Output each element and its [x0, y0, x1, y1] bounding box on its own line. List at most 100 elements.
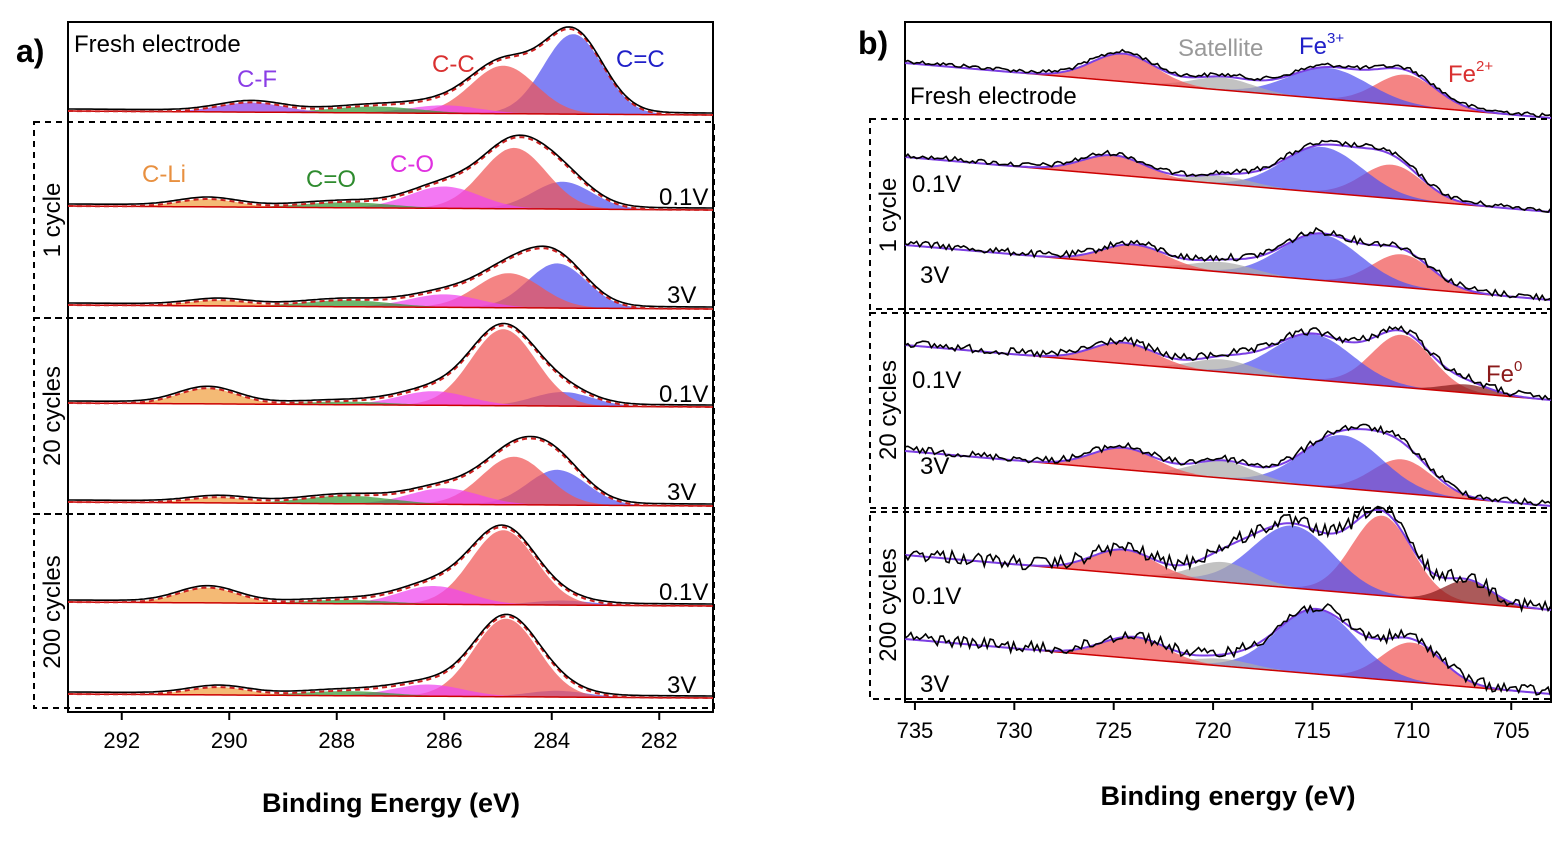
- fresh-electrode-label: Fresh electrode: [910, 83, 1077, 110]
- component-peak-c-o: [68, 684, 713, 698]
- panel-b-x-axis: 735 730 725 720 715 710 705: [897, 702, 1530, 743]
- group-box-200-cycles: [869, 511, 1552, 700]
- x-tick-label: 720: [1195, 718, 1232, 743]
- group-box-20-cycles: [33, 317, 715, 515]
- panel-a-label: a): [16, 33, 44, 69]
- x-tick-label: 282: [641, 728, 678, 753]
- voltage-label: 3V: [920, 671, 949, 698]
- component-peak-c-li: [68, 199, 713, 210]
- group-label-1-cycle: 1 cycle: [875, 178, 902, 253]
- x-tick-label: 284: [533, 728, 570, 753]
- component-peak-fe3-: [905, 146, 1551, 212]
- component-peak-fe3-: [905, 234, 1551, 300]
- spectrum-line: [68, 245, 713, 308]
- voltage-label: 3V: [667, 479, 696, 506]
- spectrum-1: [904, 139, 1552, 213]
- component-peak-c-c: [68, 530, 713, 606]
- group-label-20-cycles: 20 cycles: [875, 360, 902, 460]
- panel-b-label: b): [858, 25, 888, 61]
- spectrum-line: [904, 226, 1552, 302]
- x-tick-label: 710: [1394, 718, 1431, 743]
- voltage-label: 0.1V: [912, 171, 961, 198]
- background-line: [68, 402, 713, 408]
- component-label-c-eq-c: C=C: [616, 46, 665, 73]
- component-label-fe3: Fe3+: [1299, 30, 1344, 60]
- component-peak-c-o: [68, 202, 713, 210]
- component-peak-c-c: [68, 456, 713, 506]
- group-label-200-cycles: 200 cycles: [875, 548, 902, 661]
- spectrum-1: [68, 134, 713, 211]
- group-box-1-cycle: [33, 121, 715, 319]
- x-tick-label: 290: [211, 728, 248, 753]
- component-peak-c-li: [68, 587, 713, 606]
- spectrum-4: [904, 423, 1552, 507]
- spectrum-6: [904, 603, 1552, 697]
- fit-envelope: [68, 324, 713, 408]
- fit-envelope: [904, 52, 1552, 119]
- fresh-electrode-label: Fresh electrode: [74, 31, 241, 58]
- spectrum-line: [68, 134, 713, 209]
- voltage-label: 0.1V: [912, 367, 961, 394]
- component-peak-fe2-2p1-2: [905, 447, 1551, 506]
- component-peak-c-c: [68, 65, 713, 115]
- x-tick-label: 715: [1294, 718, 1331, 743]
- voltage-label: 0.1V: [659, 184, 708, 211]
- x-tick-label: 730: [996, 718, 1033, 743]
- fit-envelope: [68, 437, 713, 507]
- panel-b-plot-area: [904, 48, 1552, 697]
- spectrum-4: [68, 435, 713, 507]
- component-peak-c-li: [68, 300, 713, 309]
- component-label-c-li: C-Li: [142, 161, 186, 188]
- group-label-200-cycles: 200 cycles: [39, 555, 66, 668]
- fit-envelope: [68, 525, 713, 607]
- panel-a-plot-area: [68, 26, 713, 699]
- component-peak-c-o: [68, 300, 713, 309]
- component-peak-fe3-: [905, 435, 1551, 506]
- group-label-20-cycles: 20 cycles: [39, 366, 66, 466]
- background-line: [68, 693, 713, 699]
- component-peak-c-o: [68, 495, 713, 506]
- component-peak-c-c: [68, 147, 713, 210]
- voltage-label: 0.1V: [912, 583, 961, 610]
- component-label-satellite: Satellite: [1178, 35, 1263, 62]
- background-line: [68, 205, 713, 211]
- spectrum-0: [68, 26, 713, 116]
- spectrum-6: [68, 613, 713, 699]
- spectrum-5: [68, 524, 713, 607]
- voltage-label: 0.1V: [659, 579, 708, 606]
- spectrum-line: [904, 325, 1552, 401]
- panel-b-x-axis-title: Binding energy (eV): [1100, 781, 1355, 811]
- spectrum-line: [904, 48, 1552, 118]
- component-peak-c-o: [68, 106, 713, 115]
- background-line: [68, 110, 713, 116]
- x-tick-label: 286: [426, 728, 463, 753]
- spectrum-line: [904, 139, 1552, 213]
- component-peak-fe2-2p1-2: [905, 155, 1551, 212]
- voltage-label: 3V: [667, 672, 696, 699]
- component-peak-c-c: [68, 34, 713, 116]
- panel-a-frame: [67, 21, 714, 713]
- x-tick-label: 288: [318, 728, 355, 753]
- background-line: [68, 601, 713, 607]
- component-peak-fe3-: [905, 334, 1551, 400]
- spectrum-line: [68, 322, 713, 406]
- fit-envelope: [68, 615, 713, 699]
- spectrum-3: [904, 325, 1552, 401]
- component-peak-c-c: [68, 329, 713, 407]
- spectrum-line: [68, 26, 713, 114]
- component-label-c-o: C-O: [390, 151, 434, 178]
- spectrum-0: [904, 48, 1552, 119]
- fit-envelope: [68, 27, 713, 116]
- panel-a-x-axis-title: Binding Energy (eV): [262, 788, 520, 818]
- x-tick-label: 725: [1095, 718, 1132, 743]
- voltage-label: 0.1V: [659, 381, 708, 408]
- spectrum-line: [68, 524, 713, 605]
- component-peak-c-o: [68, 691, 713, 698]
- spectrum-2: [904, 226, 1552, 302]
- spectrum-2: [68, 245, 713, 310]
- group-box-200-cycles: [33, 513, 715, 709]
- group-label-1-cycle: 1 cycle: [39, 183, 66, 258]
- component-peak-c-li: [68, 687, 713, 698]
- component-peak-c-o: [68, 586, 713, 606]
